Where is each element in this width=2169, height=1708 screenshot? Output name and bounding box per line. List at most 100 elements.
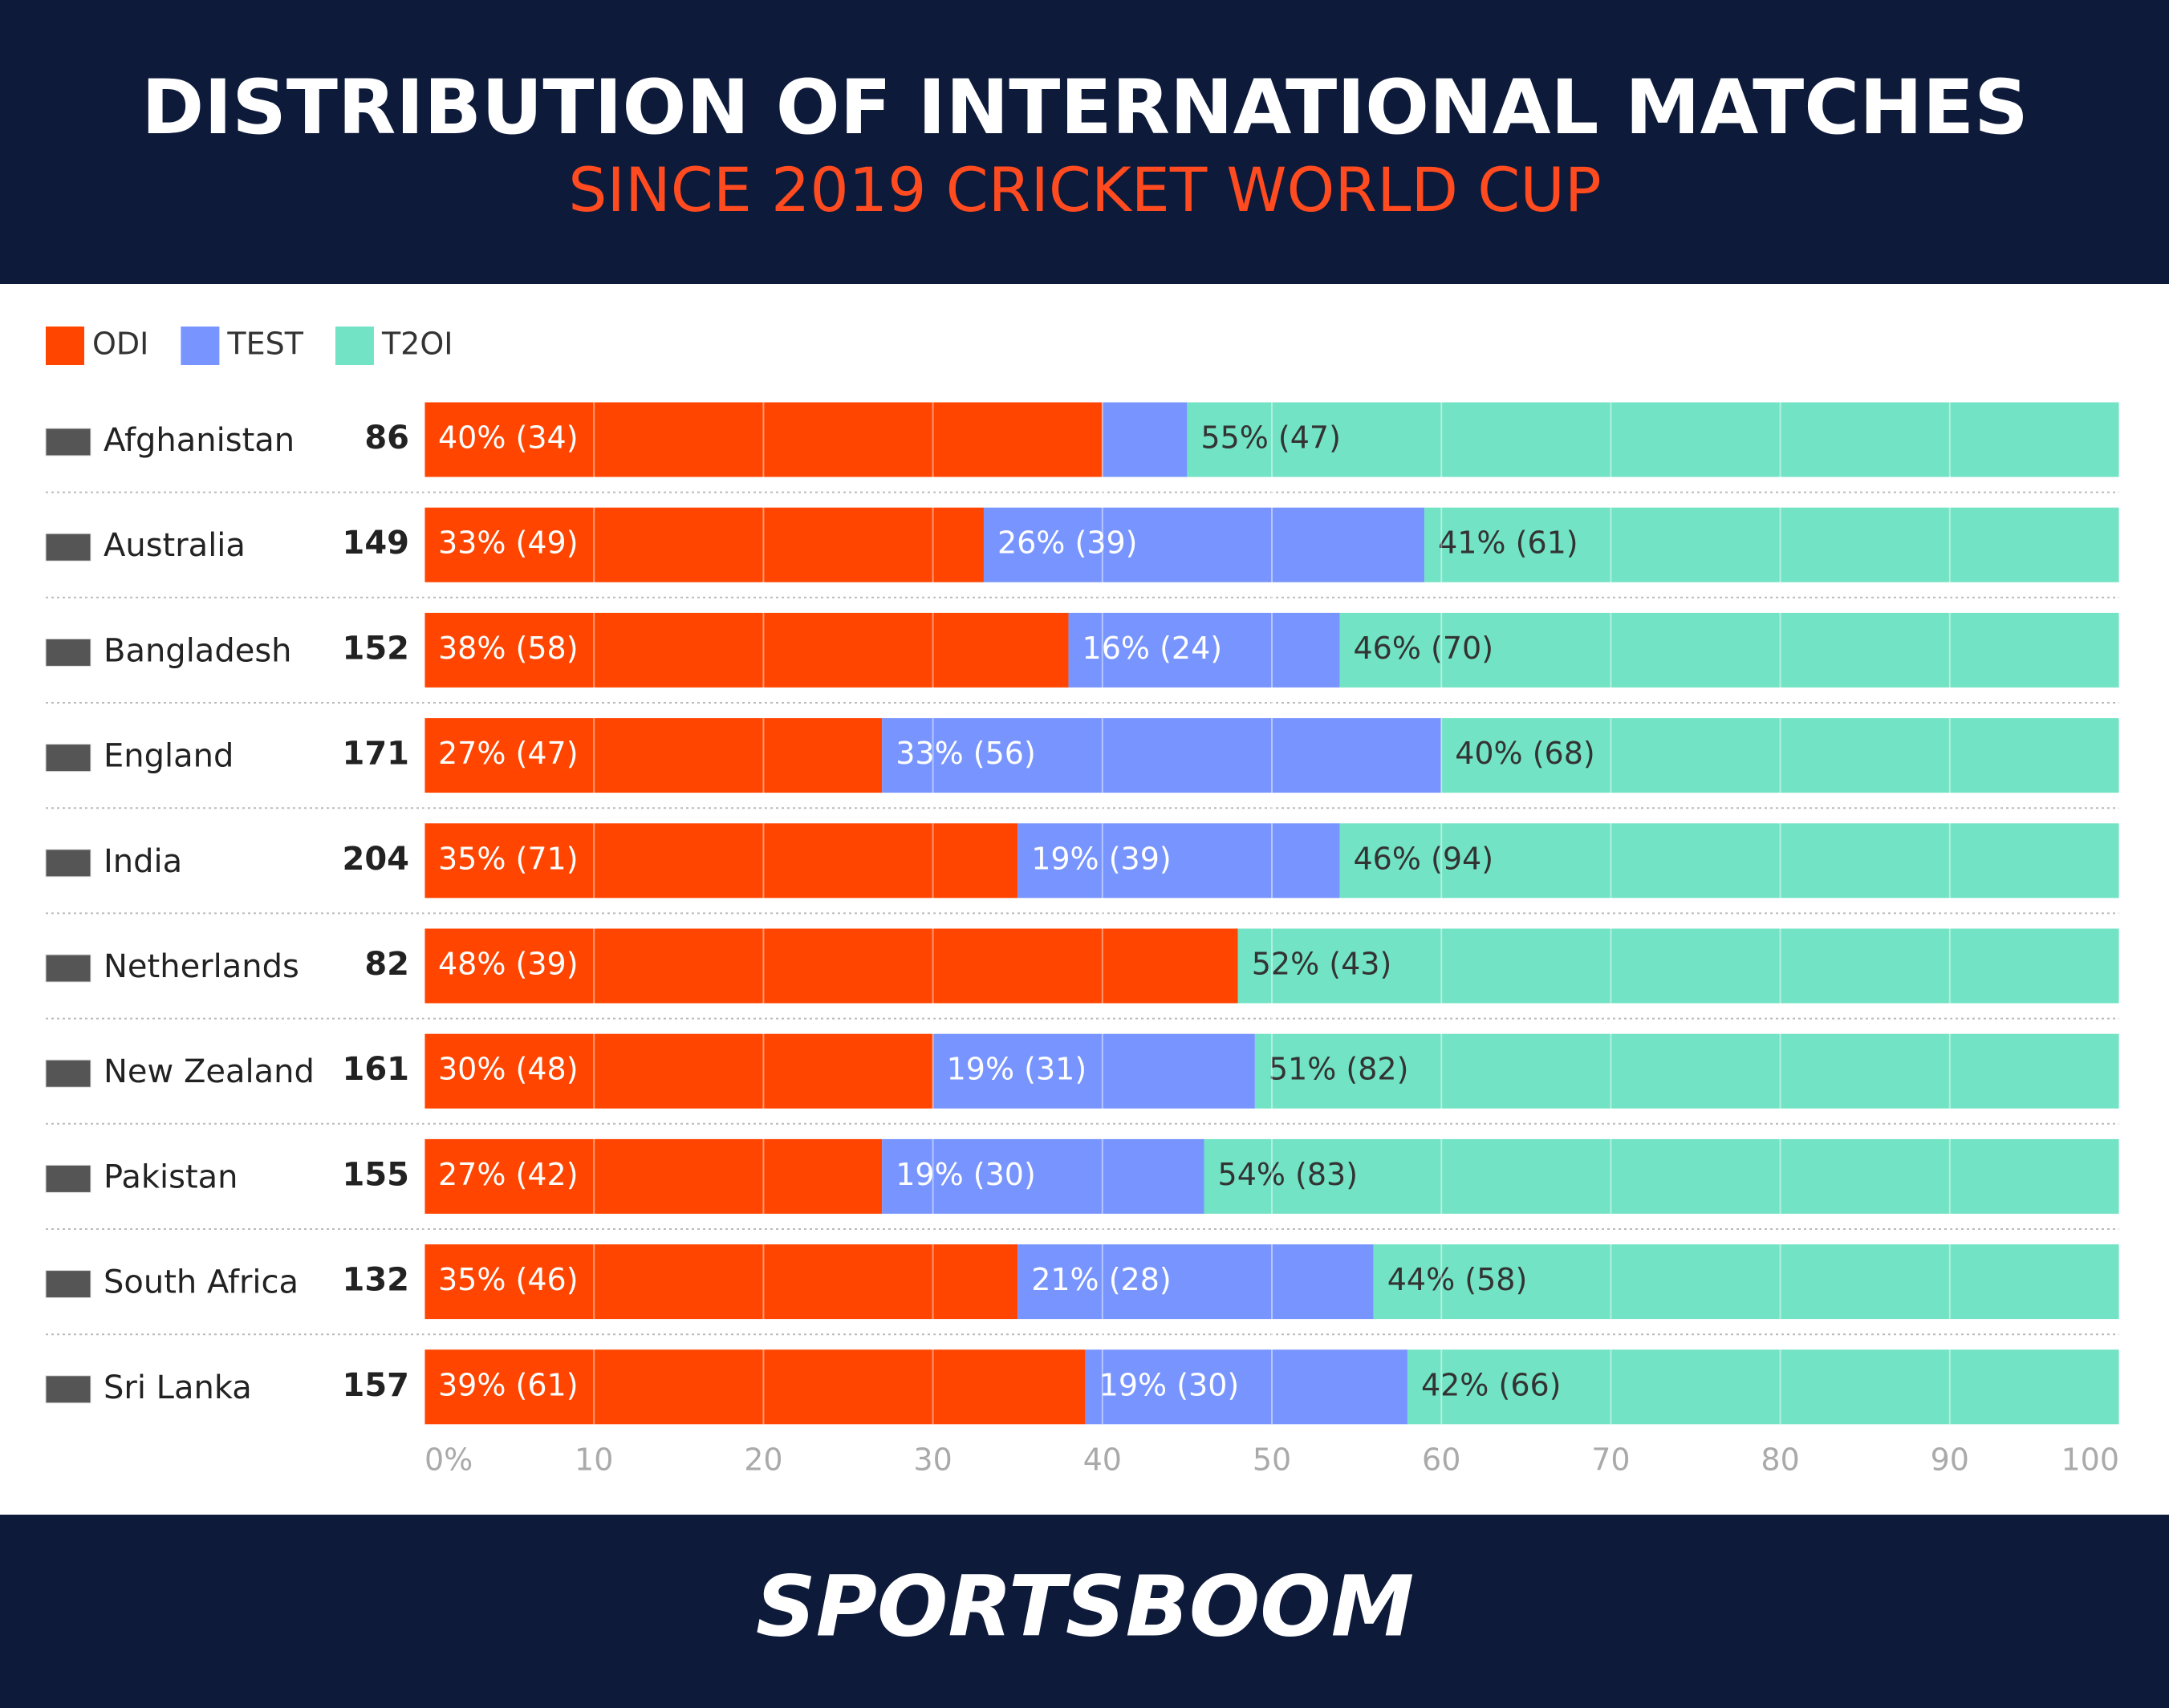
- bar-segment: [1017, 823, 1340, 899]
- bar-segment: [882, 718, 1442, 793]
- value-label: 19% (30): [896, 1157, 1036, 1192]
- value-label: 19% (31): [947, 1052, 1087, 1087]
- category-label: New Zealand: [104, 1053, 315, 1090]
- bar-segment: [424, 1349, 1086, 1425]
- total-label: 82: [364, 946, 409, 983]
- x-tick-label: 30: [913, 1442, 952, 1478]
- bar-segment: [1441, 718, 2119, 793]
- total-label: 171: [343, 736, 410, 773]
- value-label: 40% (34): [438, 420, 579, 456]
- category-label: Australia: [104, 527, 246, 564]
- bar-segment: [424, 928, 1238, 1004]
- value-label: 39% (61): [438, 1367, 579, 1402]
- flag-icon: [45, 1059, 91, 1088]
- legend-label: ODI: [92, 327, 148, 362]
- category-label: Afghanistan: [104, 422, 294, 459]
- x-tick-label: 10: [575, 1442, 613, 1478]
- total-label: 204: [343, 841, 410, 878]
- value-label: 19% (30): [1099, 1367, 1240, 1402]
- value-label: 27% (47): [438, 736, 579, 771]
- bar-segment: [1407, 1349, 2119, 1425]
- flag-icon: [45, 849, 91, 878]
- total-label: 86: [364, 420, 409, 456]
- value-label: 46% (70): [1353, 631, 1493, 666]
- value-label: 19% (39): [1031, 841, 1172, 876]
- value-label: 51% (82): [1269, 1052, 1409, 1087]
- flag-icon: [45, 428, 91, 456]
- total-label: 157: [343, 1367, 410, 1404]
- x-tick-label: 50: [1253, 1442, 1291, 1478]
- bar-segment: [1237, 928, 2119, 1004]
- value-label: 54% (83): [1218, 1157, 1359, 1192]
- value-label: 48% (39): [438, 947, 579, 982]
- bar-segment: [882, 1138, 1204, 1214]
- value-label: 44% (58): [1387, 1262, 1528, 1297]
- footer-band: [0, 1515, 2169, 1708]
- bar-segment: [1068, 612, 1340, 688]
- bar-segment: [424, 718, 883, 793]
- value-label: 33% (56): [896, 736, 1036, 771]
- bar-segment: [424, 1138, 883, 1214]
- x-tick-label: 40: [1083, 1442, 1122, 1478]
- chart-subtitle: SINCE 2019 CRICKET WORLD CUP: [568, 154, 1601, 225]
- legend-label: T2OI: [381, 327, 453, 362]
- x-tick-label: 100: [2061, 1442, 2119, 1478]
- bar-segment: [1254, 1033, 2119, 1109]
- legend-swatch: [46, 327, 84, 365]
- x-tick-label: 80: [1761, 1442, 1799, 1478]
- legend-label: TEST: [226, 327, 303, 362]
- bar-segment: [424, 1244, 1018, 1320]
- value-label: 27% (42): [438, 1157, 579, 1192]
- bar-segment: [1339, 612, 2119, 688]
- chart-title: DISTRIBUTION OF INTERNATIONAL MATCHES: [141, 64, 2029, 152]
- x-tick-label: 60: [1422, 1442, 1460, 1478]
- value-label: 35% (71): [438, 841, 579, 876]
- value-label: 40% (68): [1455, 736, 1595, 771]
- bar-segment: [1102, 402, 1188, 477]
- value-label: 46% (94): [1353, 841, 1493, 876]
- bar-segment: [1373, 1244, 2119, 1320]
- bar-segment: [932, 1033, 1255, 1109]
- bar-segment: [424, 823, 1018, 899]
- value-label: 41% (61): [1438, 525, 1578, 561]
- value-label: 38% (58): [438, 631, 579, 666]
- bar-segment: [1017, 1244, 1374, 1320]
- value-label: 35% (46): [438, 1262, 579, 1297]
- x-tick-label: 70: [1591, 1442, 1630, 1478]
- value-label: 21% (28): [1031, 1262, 1172, 1297]
- brand-logo: SPORTSBOOM: [756, 1557, 1414, 1655]
- total-label: 152: [343, 630, 410, 667]
- value-label: 30% (48): [438, 1052, 579, 1087]
- value-label: 52% (43): [1252, 947, 1392, 982]
- bar-segment: [424, 402, 1103, 477]
- value-label: 33% (49): [438, 525, 579, 561]
- bar-segment: [983, 507, 1425, 582]
- legend-swatch: [335, 327, 374, 365]
- bar-segment: [424, 507, 984, 582]
- x-tick-label: 20: [744, 1442, 782, 1478]
- x-tick-label: 90: [1931, 1442, 1969, 1478]
- value-label: 16% (24): [1082, 631, 1223, 666]
- bar-segment: [1204, 1138, 2119, 1214]
- category-label: England: [104, 738, 234, 775]
- header-band: [0, 0, 2169, 284]
- legend-swatch: [181, 327, 220, 365]
- bar-segment: [1339, 823, 2119, 899]
- flag-icon: [45, 1375, 91, 1404]
- bar-segment: [1187, 402, 2119, 477]
- total-label: 161: [343, 1051, 410, 1088]
- bar-segment: [1085, 1349, 1407, 1425]
- flag-icon: [45, 1164, 91, 1193]
- flag-icon: [45, 638, 91, 667]
- value-label: 26% (39): [997, 525, 1138, 561]
- category-label: Pakistan: [104, 1158, 238, 1195]
- value-label: 55% (47): [1200, 420, 1341, 456]
- total-label: 155: [343, 1156, 410, 1193]
- value-label: 42% (66): [1421, 1367, 1562, 1402]
- x-tick-label: 0%: [424, 1442, 473, 1478]
- category-label: South Africa: [104, 1264, 299, 1301]
- category-label: India: [104, 843, 182, 880]
- flag-icon: [45, 1270, 91, 1299]
- bar-segment: [424, 1033, 933, 1109]
